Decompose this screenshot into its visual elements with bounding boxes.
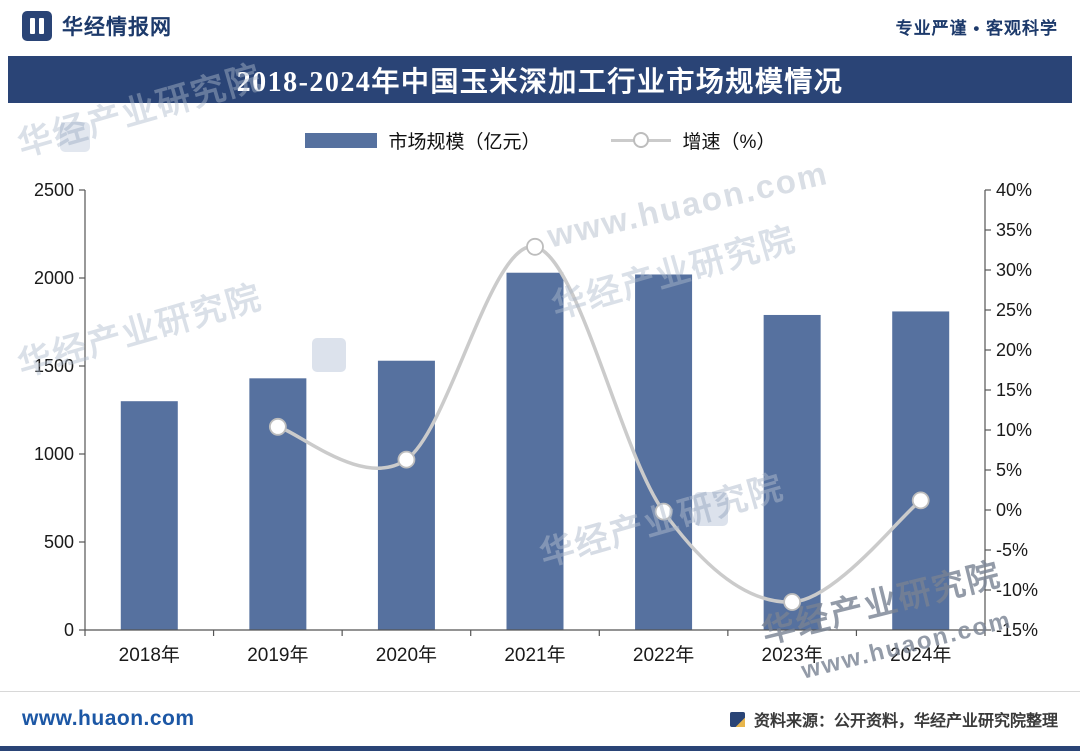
data-source: 资料来源：公开资料，华经产业研究院整理 [729, 707, 1058, 731]
right-axis-tick-label: 40% [996, 180, 1032, 200]
bar-swatch-icon [304, 132, 377, 148]
site-url: www.huaon.com [22, 707, 195, 730]
growth-line-marker [783, 593, 802, 611]
brand-name: 华经情报网 [62, 16, 172, 39]
growth-line-marker [654, 502, 673, 521]
right-axis-tick-label: 30% [996, 260, 1032, 280]
right-axis-tick-label: 15% [996, 380, 1032, 400]
left-axis-tick-label: 1500 [34, 356, 74, 376]
growth-line-marker [526, 237, 544, 256]
right-axis-tick-label: -10% [996, 580, 1038, 600]
left-axis-tick-label: 1000 [34, 444, 74, 464]
legend-label-bar: 市场规模（亿元） [388, 131, 541, 153]
left-axis-tick-label: 2500 [34, 180, 74, 200]
x-axis-tick-label: 2021年 [504, 644, 565, 666]
x-axis-tick-label: 2018年 [119, 644, 180, 666]
x-axis-tick-label: 2020年 [376, 644, 437, 666]
right-axis-tick-label: 0% [996, 500, 1022, 520]
chart-title: 2018-2024年中国玉米深加工行业市场规模情况 [236, 66, 844, 98]
site-header: 华经情报网 专业严谨 • 客观科学 [0, 0, 1080, 52]
bar-2023年 [763, 314, 821, 630]
legend: 市场规模（亿元） 增速（%） [0, 120, 1080, 160]
source-logo-icon [729, 711, 745, 727]
x-axis-tick-label: 2023年 [762, 644, 823, 666]
chart-svg: 0 500 1000 1500 2000 2500 -15% -10% -5% 0% 5% 10% 15… [34, 180, 1038, 666]
footer: www.huaon.com 资料来源：公开资料，华经产业研究院整理 [0, 691, 1080, 746]
right-axis-tick-label: -15% [996, 620, 1038, 640]
line-swatch-icon [610, 132, 671, 148]
brand-logo-icon [22, 11, 52, 41]
right-axis-tick-label: 20% [996, 340, 1032, 360]
source-text: 资料来源：公开资料，华经产业研究院整理 [753, 713, 1058, 730]
growth-line [277, 245, 922, 604]
x-axis-tick-label: 2022年 [633, 644, 694, 666]
right-axis-tick-label: -5% [996, 540, 1028, 560]
bottom-accent-bar [0, 746, 1080, 751]
left-axis-tick-label: 2000 [34, 268, 74, 288]
growth-line-marker [911, 491, 930, 510]
slogan: 专业严谨 • 客观科学 [895, 18, 1058, 38]
line-marker-icon [632, 132, 649, 148]
left-axis-tick-label: 500 [44, 532, 74, 552]
growth-line-marker [268, 417, 287, 436]
legend-item-line: 增速（%） [610, 127, 776, 154]
bar-2020年 [377, 360, 435, 630]
bar-2024年 [892, 311, 950, 630]
bar-2022年 [635, 274, 693, 630]
right-axis-tick-label: 10% [996, 420, 1032, 440]
title-banner: 2018-2024年中国玉米深加工行业市场规模情况 [8, 56, 1072, 103]
brand: 华经情报网 [22, 11, 172, 41]
right-axis-tick-label: 5% [996, 460, 1022, 480]
bar-2019年 [249, 378, 307, 630]
bar-2018年 [120, 401, 178, 630]
left-axis-tick-label: 0 [64, 620, 74, 640]
x-axis-tick-label: 2019年 [247, 644, 308, 666]
x-axis-tick-label: 2024年 [890, 644, 951, 666]
bar-2021年 [506, 272, 564, 630]
legend-item-bar: 市场规模（亿元） [304, 127, 541, 154]
right-axis-tick-label: 25% [996, 300, 1032, 320]
growth-line-marker [397, 450, 416, 469]
legend-label-line: 增速（%） [682, 131, 776, 153]
right-axis-tick-label: 35% [996, 220, 1032, 240]
